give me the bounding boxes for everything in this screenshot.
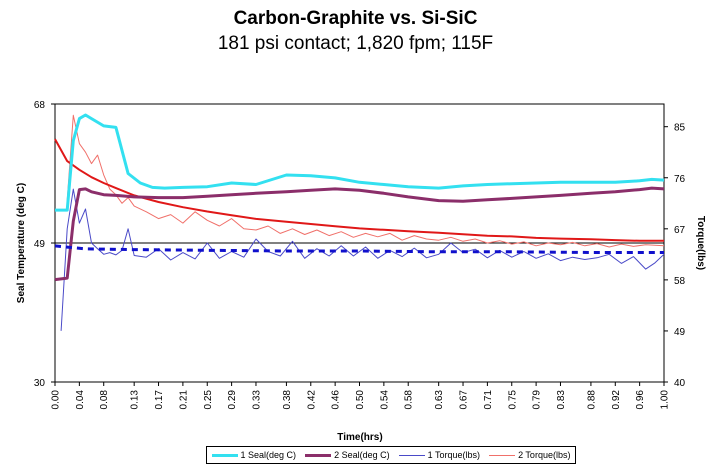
x-tick-label: 0.00 (51, 390, 62, 410)
x-tick-label: 0.67 (459, 390, 470, 410)
right-tick-label: 85 (674, 123, 686, 134)
x-tick-label: 0.29 (227, 390, 238, 410)
x-tick-label: 0.88 (586, 390, 597, 410)
series-line-reference-dashed (54, 244, 664, 254)
legend-swatch-2-torque (489, 454, 516, 456)
x-tick-label: 0.08 (99, 390, 110, 410)
x-tick-label: 0.33 (251, 390, 262, 410)
x-tick-label: 0.71 (483, 390, 494, 410)
x-tick-label: 0.46 (331, 390, 342, 410)
x-tick-label: 0.75 (507, 390, 518, 410)
x-axis-label: Time(hrs) (337, 432, 382, 443)
x-tick-label: 0.21 (178, 390, 189, 410)
legend-label-1-torque: 1 Torque(lbs) (427, 450, 481, 460)
series-line-2-seal-deg-c (54, 186, 665, 282)
x-tick-label: 0.79 (532, 390, 543, 410)
x-tick-label: 0.42 (306, 390, 317, 410)
right-tick-label: 76 (674, 174, 686, 185)
x-tick-label: 0.96 (635, 390, 646, 410)
left-tick-label: 49 (34, 239, 46, 250)
legend-swatch-1-torque (398, 454, 425, 456)
legend-label-1-seal: 1 Seal(deg C) (240, 450, 297, 460)
series-line-1-torque-lbs (60, 188, 665, 331)
left-tick-label: 30 (34, 378, 46, 389)
legend-item-2-seal: 2 Seal(deg C) (305, 450, 390, 460)
legend-swatch-1-seal (211, 453, 238, 457)
series-line-1-seal-deg-c (55, 113, 665, 212)
x-tick-label: 0.54 (379, 390, 390, 410)
x-tick-label: 0.25 (203, 390, 214, 410)
right-tick-label: 49 (674, 327, 686, 338)
chart-title: Carbon-Graphite vs. Si-SiC (233, 8, 478, 29)
x-tick-label: 0.92 (611, 390, 622, 410)
x-tick-label: 0.63 (434, 390, 445, 410)
legend-item-1-torque: 1 Torque(lbs) (398, 450, 481, 460)
x-tick-label: 1.00 (660, 390, 671, 410)
x-tick-label: 0.58 (404, 390, 415, 410)
series-line-2-torque-lbs (66, 114, 665, 248)
legend-label-2-torque: 2 Torque(lbs) (518, 450, 571, 460)
legend-label-2-seal: 2 Seal(deg C) (334, 450, 390, 460)
x-tick-label: 0.13 (130, 390, 141, 410)
chart-subtitle: 181 psi contact; 1,820 fpm; 115F (217, 33, 494, 54)
legend-item-1-seal: 1 Seal(deg C) (211, 450, 297, 460)
x-tick-label: 0.17 (154, 390, 165, 410)
x-tick-label: 0.50 (355, 390, 366, 410)
y-axis-label-left: Seal Temperature (deg C) (16, 183, 27, 303)
right-tick-label: 40 (674, 378, 686, 389)
x-tick-label: 0.38 (282, 390, 293, 410)
legend-item-2-torque: 2 Torque(lbs) (489, 450, 570, 460)
series-line-reference-curve (54, 138, 664, 242)
right-tick-label: 58 (674, 276, 686, 287)
x-tick-label: 0.04 (75, 390, 86, 410)
legend-swatch-2-seal (305, 453, 332, 457)
left-tick-label: 68 (34, 100, 46, 111)
y-axis-label-right: Torque(lbs) (695, 216, 706, 270)
chart-legend: 1 Seal(deg C) 2 Seal(deg C) 1 Torque(lbs… (206, 446, 576, 464)
right-tick-label: 67 (674, 225, 686, 236)
x-tick-label: 0.83 (556, 390, 567, 410)
